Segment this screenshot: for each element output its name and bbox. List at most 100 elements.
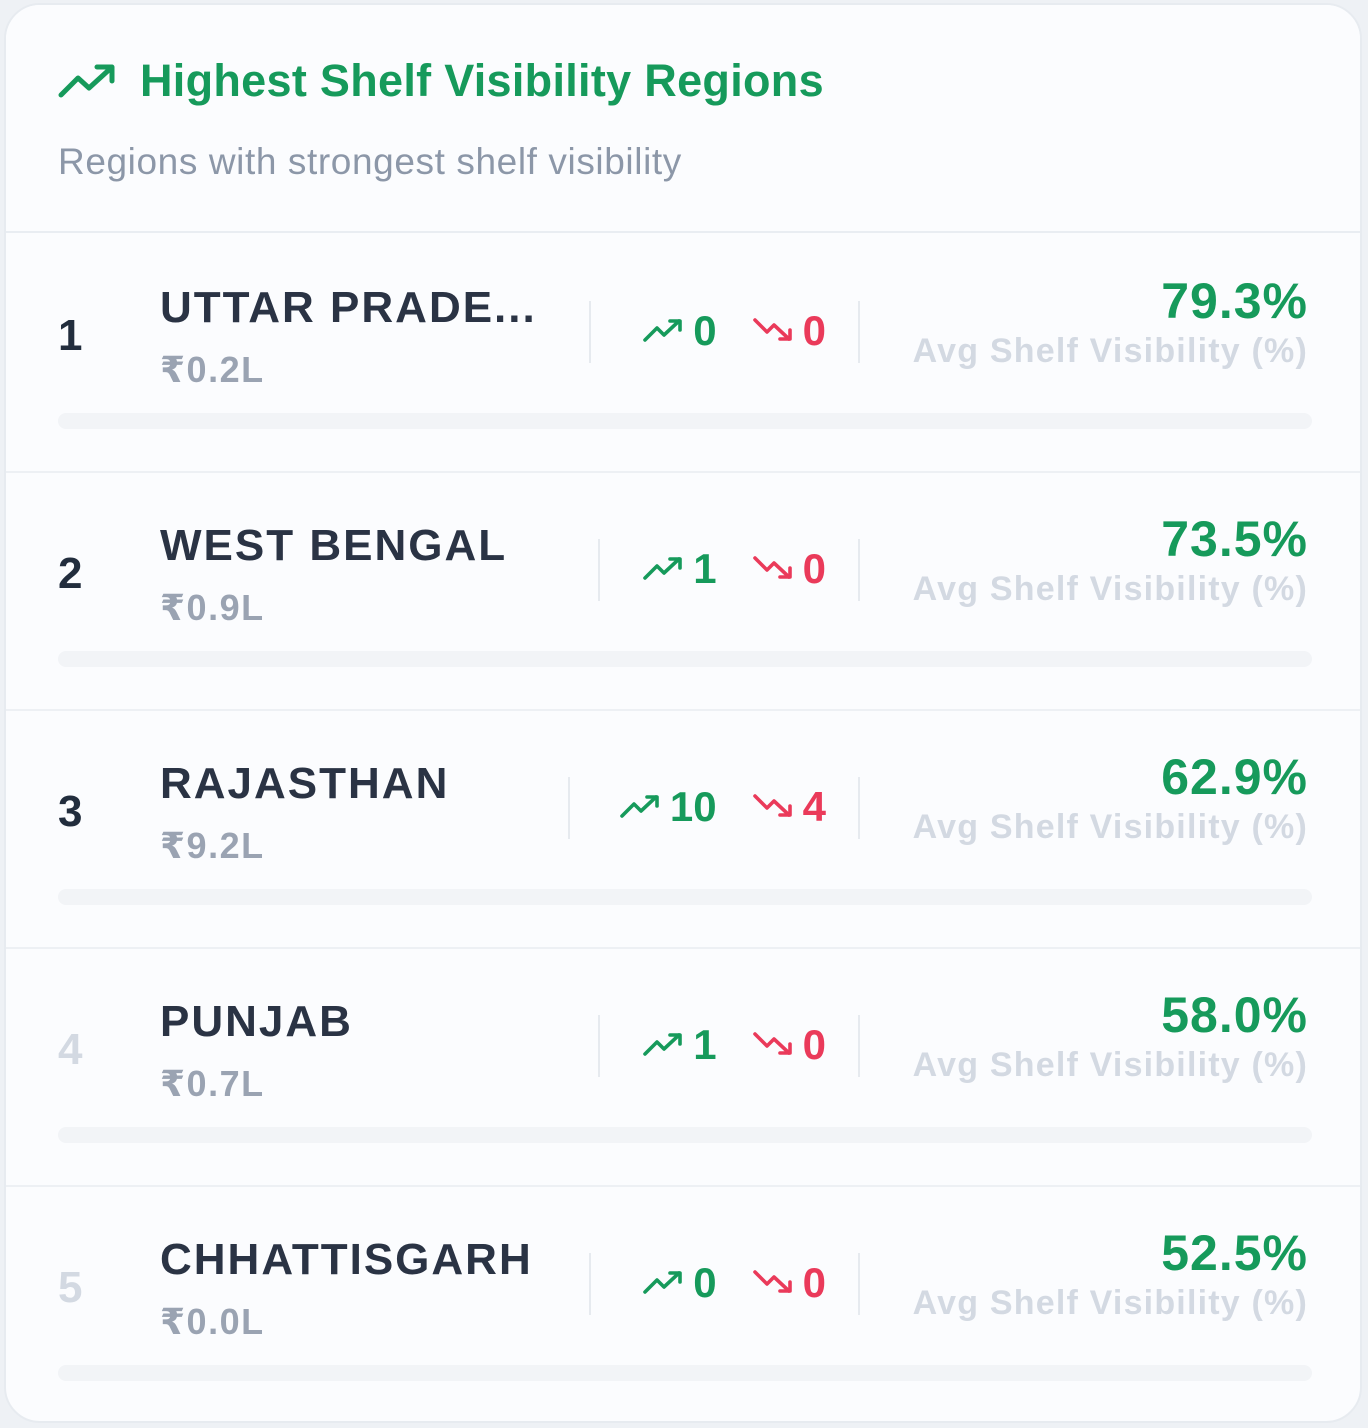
region-row[interactable]: 1 UTTAR PRADE... ₹0.2L 0 0 <box>6 235 1360 473</box>
visibility-progress-track <box>58 889 1312 905</box>
visibility-progress-fill <box>58 651 980 667</box>
visibility-label: Avg Shelf Visibility (%) <box>912 332 1308 370</box>
visibility-progress-track <box>58 1127 1312 1143</box>
region-value: ₹9.2L <box>160 825 265 866</box>
visibility-label: Avg Shelf Visibility (%) <box>912 1046 1308 1084</box>
trend-down-value: 4 <box>802 783 826 830</box>
region-name: PUNJAB <box>160 997 353 1046</box>
visibility-progress-fill <box>58 1127 786 1143</box>
trend-up-count: 0 <box>643 307 717 355</box>
trending-down-icon <box>752 307 803 355</box>
rank-number: 4 <box>58 1025 83 1074</box>
column-divider <box>589 1253 591 1315</box>
trend-counts: 10 4 <box>620 779 826 835</box>
region-row[interactable]: 2 WEST BENGAL ₹0.9L 1 0 <box>6 473 1360 711</box>
trend-up-value: 1 <box>693 1021 717 1068</box>
trend-up-value: 10 <box>669 783 717 830</box>
region-row[interactable]: 4 PUNJAB ₹0.7L 1 0 <box>6 949 1360 1187</box>
trend-down-value: 0 <box>802 1259 826 1306</box>
trend-down-value: 0 <box>802 545 826 592</box>
visibility-progress-track <box>58 413 1312 429</box>
visibility-label: Avg Shelf Visibility (%) <box>912 808 1308 846</box>
visibility-progress-fill <box>58 889 847 905</box>
column-divider <box>568 777 570 839</box>
region-value: ₹0.0L <box>160 1301 265 1342</box>
trend-counts: 0 0 <box>643 1255 826 1311</box>
row-divider <box>6 1185 1360 1187</box>
trending-down-icon <box>752 783 803 831</box>
visibility-metric: 58.0% Avg Shelf Visibility (%) <box>913 987 1308 1085</box>
column-divider <box>598 539 600 601</box>
row-divider <box>6 947 1360 949</box>
rank-number: 1 <box>58 311 83 360</box>
region-name: UTTAR PRADE... <box>160 283 537 332</box>
trend-down-value: 0 <box>802 307 826 354</box>
visibility-progress-track <box>58 1365 1312 1381</box>
trending-up-icon <box>620 783 670 831</box>
card-header: Highest Shelf Visibility Regions Regions… <box>6 5 1360 233</box>
trending-up-icon <box>643 1021 693 1069</box>
region-visibility-card: Highest Shelf Visibility Regions Regions… <box>4 3 1362 1423</box>
trending-up-icon <box>643 307 693 355</box>
trending-down-icon <box>752 1021 803 1069</box>
column-divider <box>858 777 860 839</box>
region-name: CHHATTISGARH <box>160 1235 533 1284</box>
visibility-metric: 52.5% Avg Shelf Visibility (%) <box>913 1225 1308 1323</box>
visibility-percent: 73.5% <box>1161 511 1308 567</box>
region-value: ₹0.2L <box>160 349 265 390</box>
visibility-metric: 73.5% Avg Shelf Visibility (%) <box>913 511 1308 609</box>
trend-down-count: 0 <box>752 545 826 593</box>
region-name: WEST BENGAL <box>160 521 508 570</box>
trend-up-count: 1 <box>643 545 717 593</box>
title-row: Highest Shelf Visibility Regions <box>58 55 824 107</box>
column-divider <box>598 1015 600 1077</box>
trend-up-value: 1 <box>693 545 717 592</box>
column-divider <box>858 1253 860 1315</box>
visibility-percent: 52.5% <box>1161 1225 1308 1281</box>
card-subtitle: Regions with strongest shelf visibility <box>58 141 682 182</box>
region-value: ₹0.9L <box>160 587 265 628</box>
row-divider <box>6 471 1360 473</box>
rank-number: 3 <box>58 787 83 836</box>
card-title: Highest Shelf Visibility Regions <box>140 55 824 106</box>
trend-counts: 1 0 <box>643 1017 826 1073</box>
visibility-percent: 79.3% <box>1161 273 1308 329</box>
trend-down-count: 0 <box>752 1021 826 1069</box>
visibility-progress-track <box>58 651 1312 667</box>
trend-counts: 1 0 <box>643 541 826 597</box>
trend-up-value: 0 <box>693 307 717 354</box>
trending-up-icon <box>58 61 118 101</box>
trending-up-icon <box>643 545 693 593</box>
region-row[interactable]: 5 CHHATTISGARH ₹0.0L 0 0 <box>6 1187 1360 1421</box>
trend-down-count: 0 <box>752 307 826 355</box>
trend-up-value: 0 <box>693 1259 717 1306</box>
visibility-label: Avg Shelf Visibility (%) <box>912 570 1308 608</box>
column-divider <box>858 539 860 601</box>
trend-down-count: 0 <box>752 1259 826 1307</box>
region-value: ₹0.7L <box>160 1063 265 1104</box>
trending-down-icon <box>752 1259 803 1307</box>
visibility-metric: 79.3% Avg Shelf Visibility (%) <box>913 273 1308 371</box>
trending-up-icon <box>643 1259 693 1307</box>
visibility-metric: 62.9% Avg Shelf Visibility (%) <box>913 749 1308 847</box>
visibility-percent: 58.0% <box>1161 987 1308 1043</box>
column-divider <box>589 301 591 363</box>
region-name: RAJASTHAN <box>160 759 450 808</box>
rank-number: 5 <box>58 1263 83 1312</box>
column-divider <box>858 1015 860 1077</box>
column-divider <box>858 301 860 363</box>
trend-up-count: 0 <box>643 1259 717 1307</box>
trend-down-value: 0 <box>802 1021 826 1068</box>
region-row[interactable]: 3 RAJASTHAN ₹9.2L 10 4 <box>6 711 1360 949</box>
trend-counts: 0 0 <box>643 303 826 359</box>
visibility-percent: 62.9% <box>1161 749 1308 805</box>
visibility-progress-fill <box>58 1365 717 1381</box>
trend-up-count: 10 <box>620 783 717 831</box>
trend-up-count: 1 <box>643 1021 717 1069</box>
trend-down-count: 4 <box>752 783 826 831</box>
rank-number: 2 <box>58 549 83 598</box>
row-divider <box>6 709 1360 711</box>
trending-down-icon <box>752 545 803 593</box>
visibility-progress-fill <box>58 413 1053 429</box>
visibility-label: Avg Shelf Visibility (%) <box>912 1284 1308 1322</box>
